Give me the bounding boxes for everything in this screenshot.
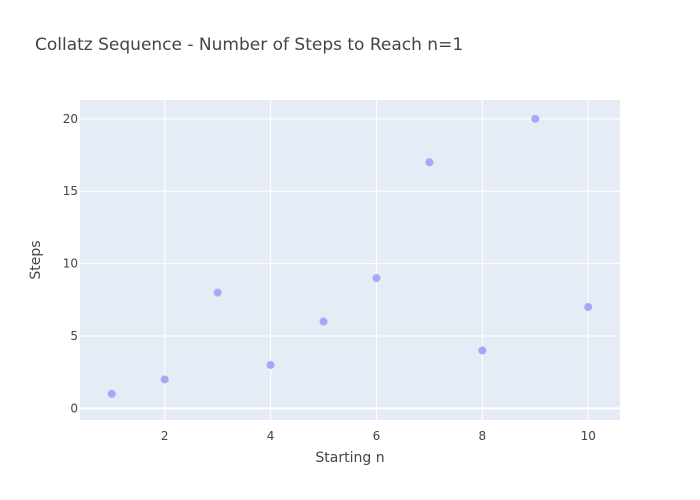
chart-title: Collatz Sequence - Number of Steps to Re…	[35, 35, 463, 55]
y-tick-label: 0	[70, 401, 78, 415]
y-tick-label: 5	[70, 329, 78, 343]
x-tick-label: 6	[373, 429, 381, 443]
tick-labels: 2 4 6 8 10 0 5 10 15 20	[63, 112, 596, 443]
y-tick-label: 15	[63, 184, 78, 198]
y-axis-title: Steps	[28, 240, 44, 279]
data-point[interactable]	[478, 346, 487, 355]
plot-area[interactable]	[80, 100, 620, 420]
data-point[interactable]	[319, 317, 328, 326]
data-point[interactable]	[213, 288, 222, 297]
y-tick-label: 10	[63, 257, 78, 271]
y-tick-label: 20	[63, 112, 78, 126]
x-tick-label: 4	[267, 429, 275, 443]
data-point[interactable]	[107, 389, 116, 398]
data-point[interactable]	[160, 375, 169, 384]
data-points	[107, 114, 593, 398]
x-axis-title: Starting n	[315, 450, 384, 466]
x-tick-label: 10	[581, 429, 596, 443]
data-point[interactable]	[266, 360, 275, 369]
data-point[interactable]	[584, 303, 593, 312]
grid-lines	[80, 100, 620, 420]
data-point[interactable]	[372, 274, 381, 283]
data-point[interactable]	[425, 158, 434, 167]
x-tick-label: 2	[161, 429, 169, 443]
data-point[interactable]	[531, 114, 540, 123]
x-tick-label: 8	[479, 429, 487, 443]
